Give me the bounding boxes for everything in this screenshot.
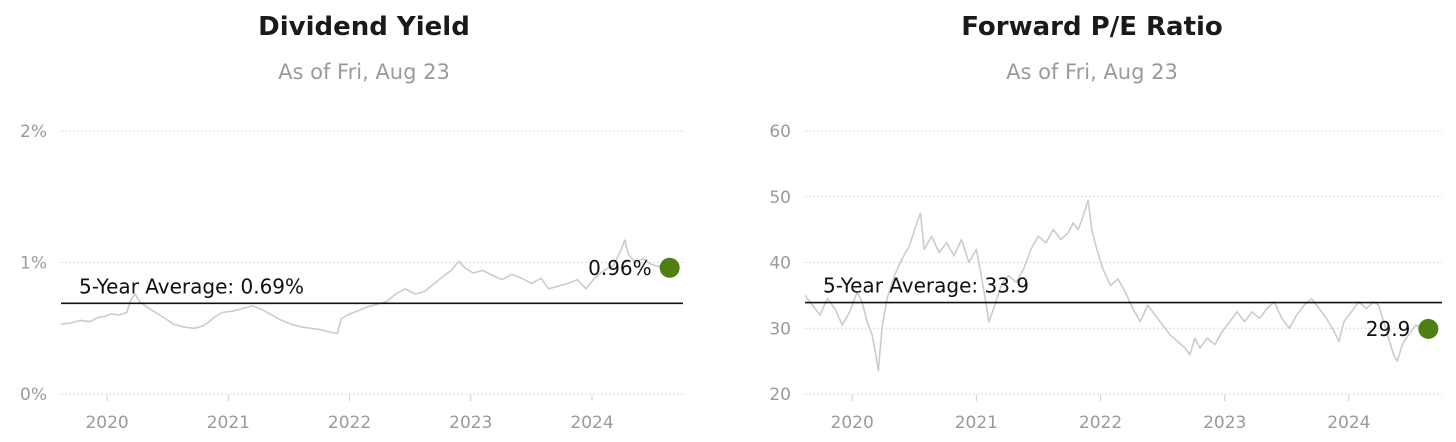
x-tick-label: 2020: [85, 413, 128, 433]
x-tick-label: 2023: [449, 413, 492, 433]
x-tick-label: 2024: [1327, 413, 1370, 433]
chart-subtitle: As of Fri, Aug 23: [1006, 60, 1178, 84]
latest-value-marker: [659, 257, 680, 278]
y-tick-label: 50: [769, 188, 791, 208]
dividend-yield-plot: 0% 1% 2% 2020 2021 2022 2023 2024 5-Year Average…: [20, 122, 683, 433]
latest-value-marker: [1418, 318, 1439, 339]
chart-subtitle: As of Fri, Aug 23: [278, 60, 450, 84]
x-tick-label: 2021: [207, 413, 250, 433]
chart-title: Dividend Yield: [258, 12, 470, 42]
y-tick-label: 0%: [20, 385, 47, 405]
x-tick-label: 2022: [1079, 413, 1122, 433]
y-tick-label: 1%: [20, 254, 47, 274]
latest-value-label: 0.96%: [588, 256, 652, 280]
y-tick-label: 40: [769, 254, 791, 274]
x-tick-label: 2024: [570, 413, 613, 433]
x-tick-label: 2023: [1203, 413, 1246, 433]
chart-title: Forward P/E Ratio: [961, 12, 1223, 42]
forward-pe-chart: Forward P/E Ratio As of Fri, Aug 23 20 30…: [728, 0, 1456, 442]
average-label: 5-Year Average: 0.69%: [79, 274, 304, 298]
y-tick-label: 60: [769, 122, 791, 142]
average-label: 5-Year Average: 33.9: [823, 274, 1029, 298]
x-tick-label: 2021: [955, 413, 998, 433]
x-tick-label: 2022: [328, 413, 371, 433]
forward-pe-plot: 20 30 40 50 60 2020 2021 2022 2023 2024 5-Year Ave…: [769, 122, 1442, 433]
dividend-yield-chart: Dividend Yield As of Fri, Aug 23 0% 1% 2% 2…: [20, 12, 683, 433]
latest-value-label: 29.9: [1366, 317, 1411, 341]
y-tick-label: 2%: [20, 122, 47, 142]
series-line: [804, 199, 1429, 372]
y-tick-label: 20: [769, 385, 791, 405]
y-tick-label: 30: [769, 319, 791, 339]
series-line: [60, 239, 671, 335]
x-tick-label: 2020: [831, 413, 874, 433]
